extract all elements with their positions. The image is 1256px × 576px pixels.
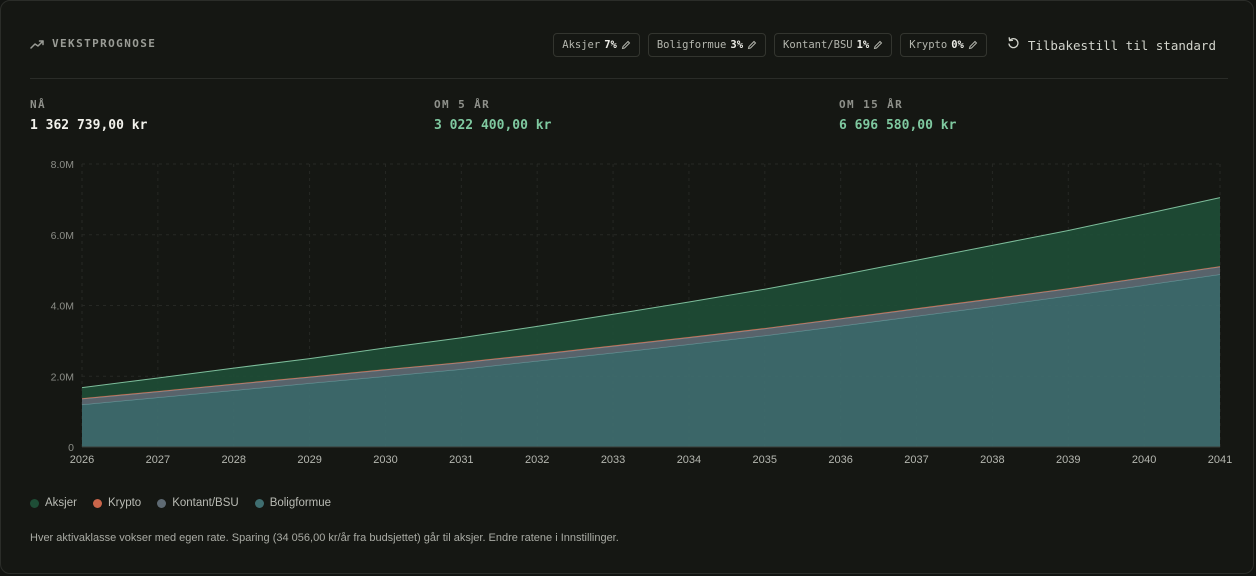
rate-chip-value: 3%	[730, 39, 744, 51]
y-tick-label: 8.0M	[51, 159, 74, 171]
stat-now: NÅ 1 362 739,00 kr	[30, 98, 147, 133]
pencil-icon	[873, 40, 883, 50]
rate-controls: Aksjer 7% Boligformue 3% Kontant/BSU 1%	[553, 33, 1216, 57]
legend-label: Aksjer	[45, 497, 77, 509]
legend-swatch	[30, 498, 39, 508]
stat-label: OM 15 ÅR	[839, 98, 904, 111]
rate-chip-kontant-bsu[interactable]: Kontant/BSU 1%	[774, 33, 893, 57]
pencil-icon	[747, 40, 757, 50]
rate-chip-krypto[interactable]: Krypto 0%	[900, 33, 987, 57]
rate-chip-name: Aksjer	[562, 39, 601, 51]
x-tick-label: 2034	[677, 454, 701, 466]
reset-label: Tilbakestill til standard	[1027, 37, 1216, 53]
legend-swatch	[254, 498, 264, 508]
x-tick-label: 2030	[373, 454, 397, 466]
y-tick-label: 6.0M	[51, 230, 74, 242]
stat-label: OM 5 ÅR	[434, 98, 491, 111]
reset-icon	[1007, 37, 1020, 53]
x-tick-label: 2039	[1056, 454, 1080, 466]
rate-chip-name: Boligformue	[656, 39, 727, 51]
stat-label: NÅ	[30, 98, 47, 111]
stat-value: 1 362 739,00 kr	[30, 118, 148, 133]
x-tick-label: 2026	[70, 454, 94, 466]
line-aksjer	[81, 197, 1221, 389]
legend-swatch	[157, 498, 167, 508]
legend-item-aksjer[interactable]: Aksjer	[30, 497, 77, 509]
x-tick-label: 2027	[146, 454, 170, 466]
stat-value: 3 022 400,00 kr	[434, 118, 552, 133]
chart-legend: Aksjer Krypto Kontant/BSU Boligformue	[30, 497, 331, 509]
reset-button[interactable]: Tilbakestill til standard	[1007, 37, 1216, 53]
y-tick-label: 4.0M	[51, 301, 74, 313]
pencil-icon	[621, 40, 631, 50]
x-tick-label: 2037	[904, 454, 928, 466]
legend-label: Kontant/BSU	[172, 497, 239, 509]
panel-title-text: VEKSTPROGNOSE	[52, 37, 157, 50]
x-tick-label: 2033	[601, 454, 625, 466]
y-tick-label: 0	[68, 442, 74, 454]
rate-chip-value: 0%	[951, 39, 964, 51]
legend-label: Boligformue	[269, 497, 332, 509]
x-tick-label: 2035	[753, 454, 777, 466]
legend-item-boligformue[interactable]: Boligformue	[254, 497, 332, 509]
area-kontant-bsu	[82, 266, 1220, 405]
x-tick-label: 2028	[221, 454, 245, 466]
legend-item-krypto[interactable]: Krypto	[92, 497, 142, 509]
x-tick-label: 2036	[828, 454, 852, 466]
stat-15-years: OM 15 ÅR 6 696 580,00 kr	[839, 98, 956, 133]
rate-chip-value: 1%	[856, 39, 870, 51]
rate-chip-name: Kontant/BSU	[783, 39, 853, 51]
y-tick-label: 2.0M	[51, 371, 74, 383]
trending-up-icon	[30, 39, 44, 49]
rate-chip-name: Krypto	[909, 39, 948, 51]
rate-chip-boligformue[interactable]: Boligformue 3%	[647, 33, 767, 57]
panel-title: VEKSTPROGNOSE	[30, 37, 156, 50]
panel-header: VEKSTPROGNOSE Aksjer 7% Boligformue 3% K…	[30, 33, 1228, 59]
x-tick-label: 2041	[1208, 454, 1232, 466]
stat-5-years: OM 5 ÅR 3 022 400,00 kr	[434, 98, 551, 133]
x-tick-label: 2031	[449, 454, 473, 466]
header-divider	[30, 78, 1228, 79]
rate-chip-aksjer[interactable]: Aksjer 7%	[553, 33, 640, 57]
rate-chip-value: 7%	[604, 39, 617, 51]
x-tick-label: 2038	[980, 454, 1004, 466]
x-tick-label: 2040	[1132, 454, 1156, 466]
legend-item-kontant-bsu[interactable]: Kontant/BSU	[157, 497, 239, 509]
legend-swatch	[92, 498, 102, 508]
stat-value: 6 696 580,00 kr	[839, 118, 957, 133]
footnote: Hver aktivaklasse vokser med egen rate. …	[30, 532, 619, 544]
legend-label: Krypto	[107, 497, 142, 509]
x-tick-label: 2032	[525, 454, 549, 466]
pencil-icon	[968, 40, 978, 50]
growth-area-chart: 0 2.0M 4.0M 6.0M 8.0M 2026 2027 2028 2029 2030 203…	[51, 159, 1233, 466]
area-boligformue	[82, 274, 1220, 447]
area-aksjer	[82, 197, 1220, 399]
x-tick-label: 2029	[297, 454, 321, 466]
